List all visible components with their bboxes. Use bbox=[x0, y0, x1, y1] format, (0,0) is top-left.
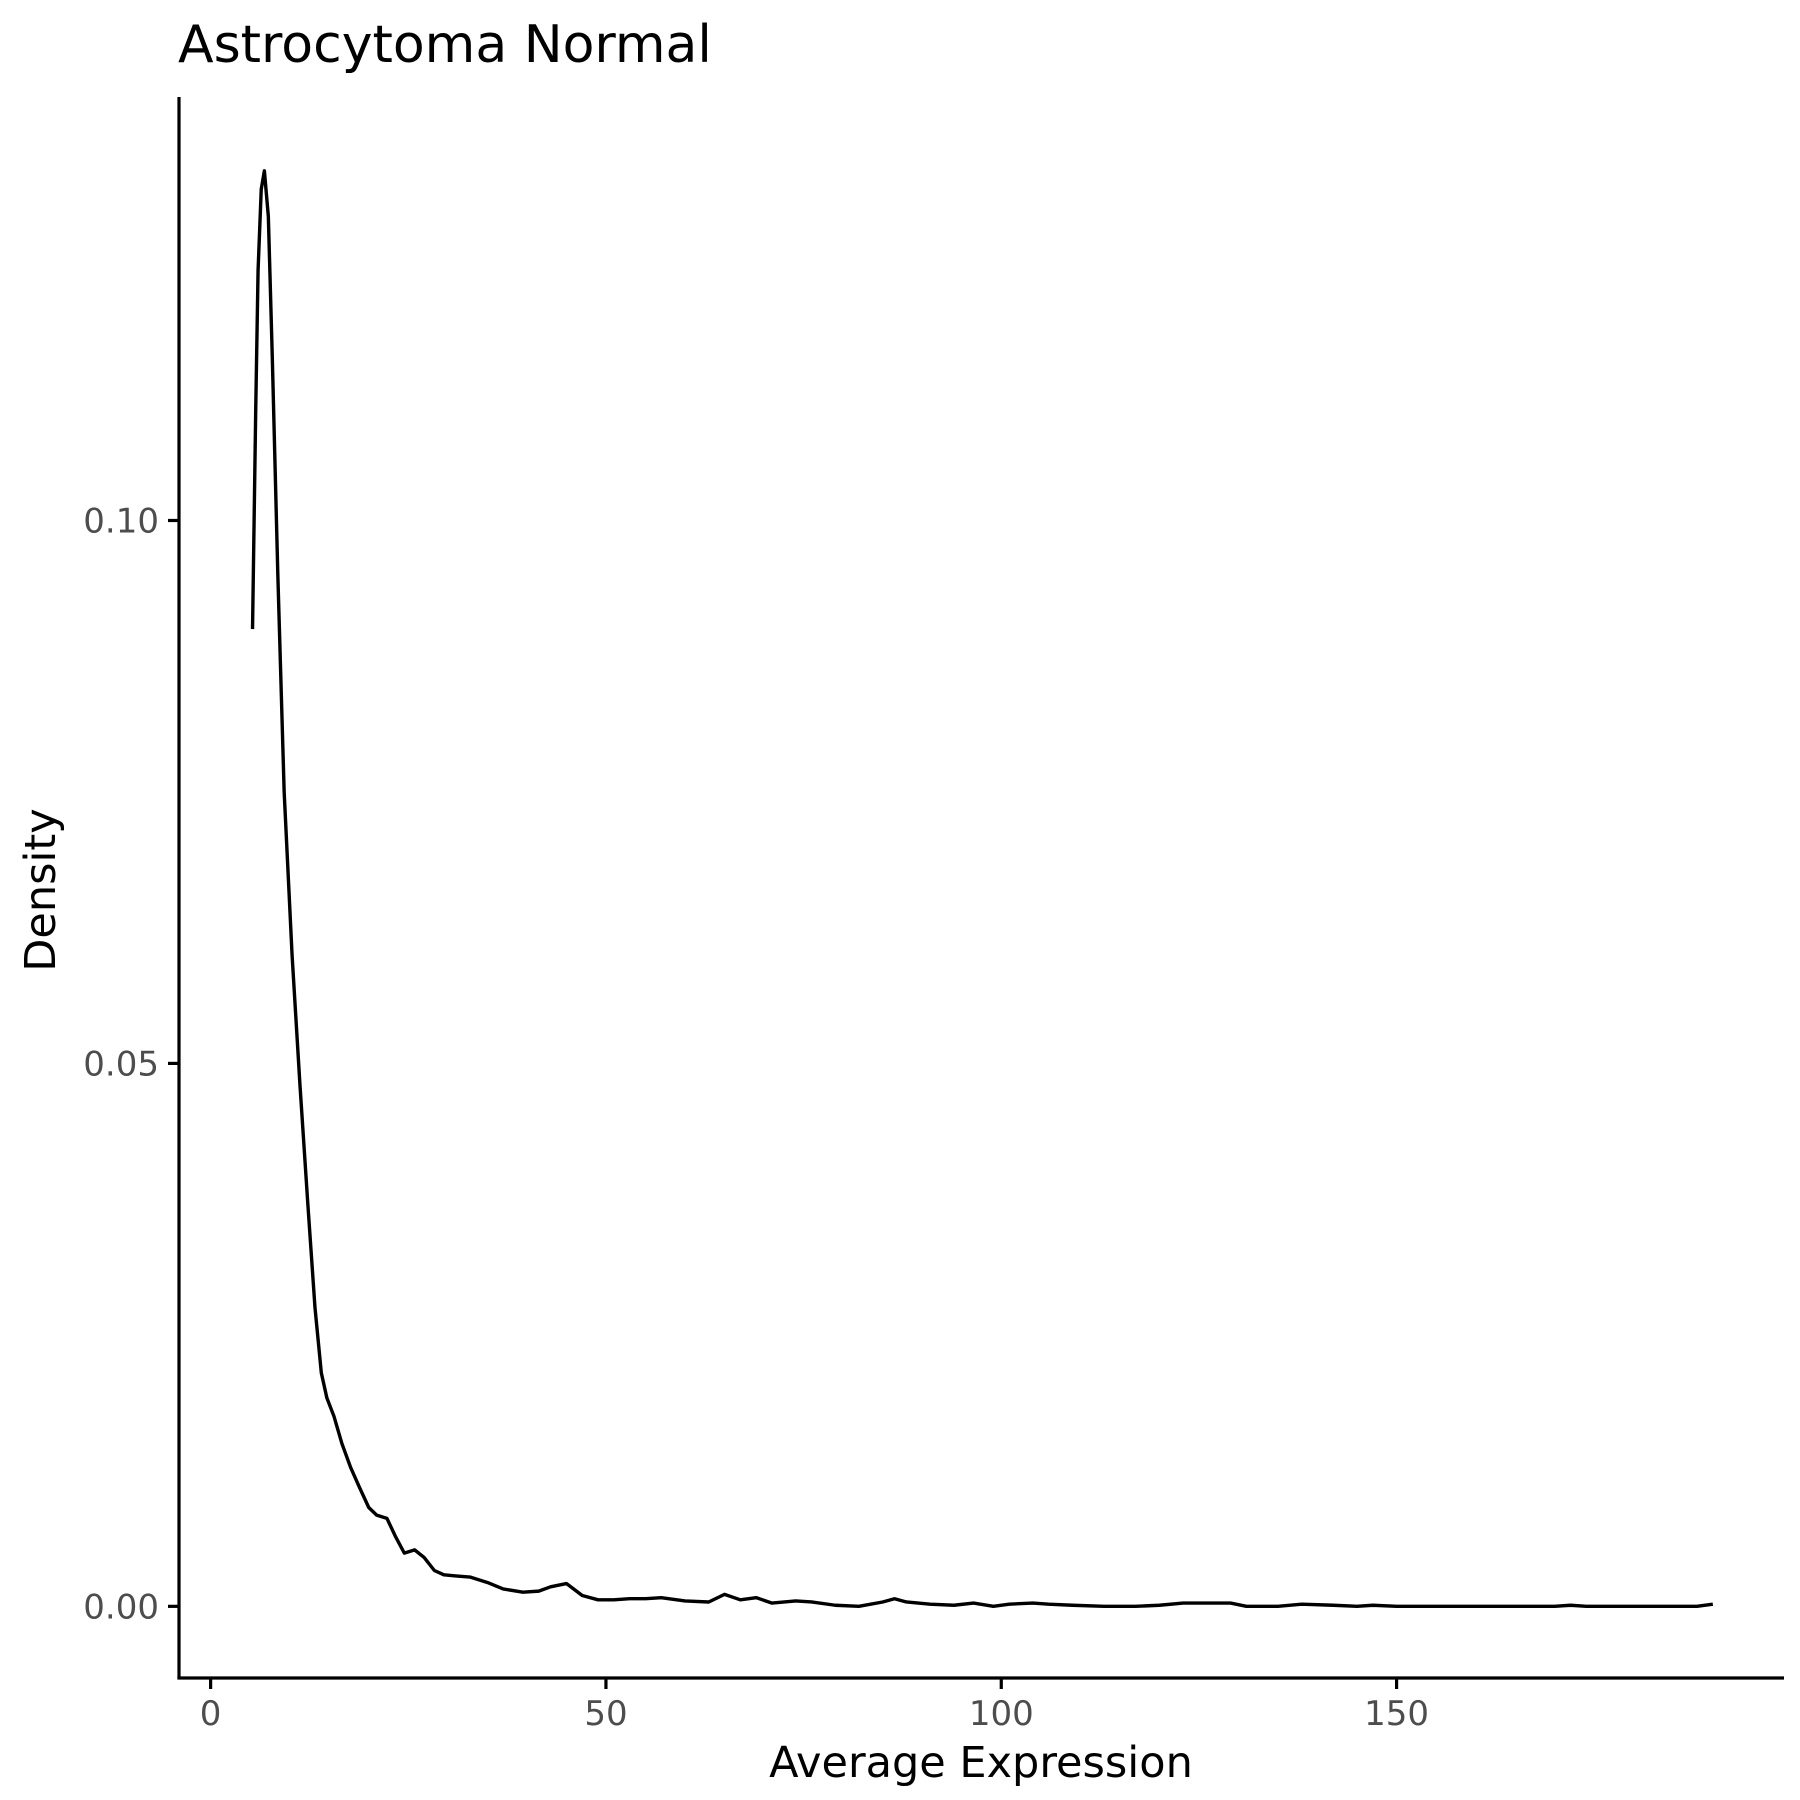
x-tick-label: 100 bbox=[969, 1694, 1034, 1734]
x-tick-label: 150 bbox=[1364, 1694, 1429, 1734]
y-axis-ticks: 0.00 0.05 0.10 bbox=[83, 501, 179, 1627]
x-tick-label: 0 bbox=[200, 1694, 222, 1734]
plot-area bbox=[250, 169, 1714, 1609]
y-tick-label: 0.10 bbox=[83, 501, 159, 541]
chart-title: Astrocytoma Normal bbox=[178, 15, 712, 75]
x-axis-title: Average Expression bbox=[769, 1738, 1193, 1788]
y-tick-label: 0.00 bbox=[83, 1587, 159, 1627]
x-tick-label: 50 bbox=[584, 1694, 627, 1734]
x-axis-ticks: 0 50 100 150 bbox=[200, 1678, 1429, 1734]
y-axis-title: Density bbox=[16, 808, 66, 971]
density-line bbox=[250, 169, 1714, 1609]
y-tick-label: 0.05 bbox=[83, 1044, 159, 1084]
